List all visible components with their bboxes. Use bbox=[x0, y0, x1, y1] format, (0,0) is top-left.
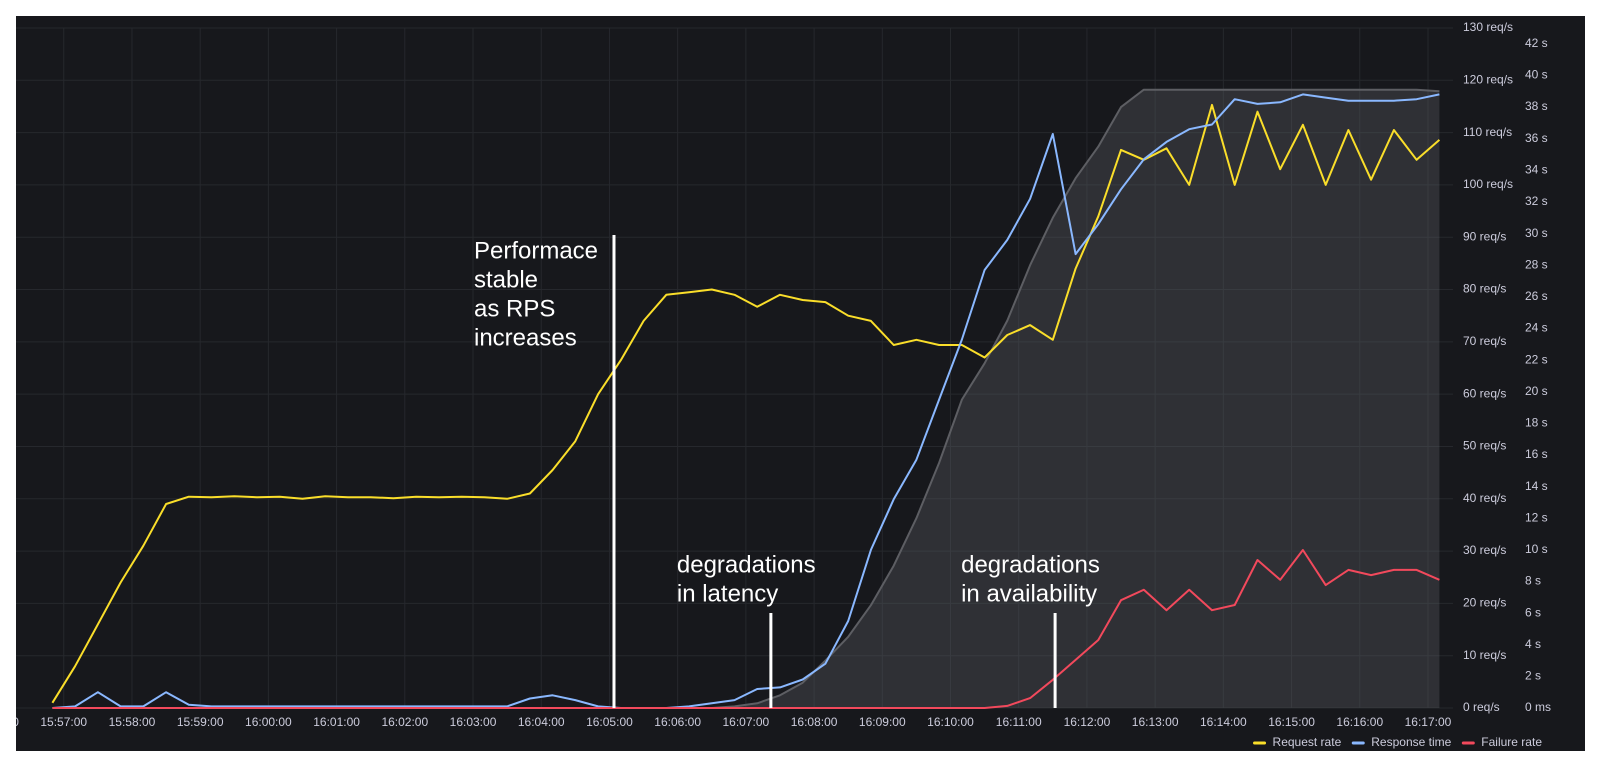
area bbox=[52, 89, 1440, 708]
x-tick-label: 16:06:00 bbox=[654, 715, 701, 729]
series-line bbox=[52, 549, 1440, 709]
y-tick-label: 110 req/s bbox=[1463, 125, 1512, 139]
x-tick-label: 16:12:00 bbox=[1064, 715, 1111, 729]
series-line bbox=[51, 103, 1441, 704]
x-tick-label: 16:10:00 bbox=[927, 715, 974, 729]
y2-tick-label: 16 s bbox=[1525, 447, 1548, 461]
y-tick-label: 20 req/s bbox=[1463, 596, 1506, 610]
y-tick-label: 100 req/s bbox=[1463, 177, 1513, 191]
y2-tick-label: 32 s bbox=[1525, 194, 1548, 208]
y2-tick-label: 22 s bbox=[1525, 352, 1548, 366]
y-tick-label: 120 req/s bbox=[1463, 72, 1513, 86]
y2-tick-label: 8 s bbox=[1525, 574, 1541, 588]
x-tick-label: 16:09:00 bbox=[859, 715, 906, 729]
legend-label[interactable]: Response time bbox=[1371, 735, 1451, 749]
y-tick-label: 60 req/s bbox=[1463, 386, 1506, 400]
series-line bbox=[52, 93, 1440, 709]
legend-label[interactable]: Failure rate bbox=[1481, 735, 1542, 749]
annotation-text: increases bbox=[474, 324, 577, 351]
x-tick-label: 15:56:00 bbox=[0, 715, 19, 729]
annotation-text: in availability bbox=[961, 580, 1097, 607]
legend-label[interactable]: Request rate bbox=[1273, 735, 1342, 749]
x-tick-label: 15:58:00 bbox=[109, 715, 156, 729]
y-tick-label: 40 req/s bbox=[1463, 491, 1506, 505]
y2-tick-label: 26 s bbox=[1525, 289, 1548, 303]
y-tick-label: 80 req/s bbox=[1463, 282, 1506, 296]
y2-tick-label: 6 s bbox=[1525, 605, 1541, 619]
y2-tick-label: 36 s bbox=[1525, 131, 1548, 145]
y2-tick-label: 20 s bbox=[1525, 384, 1548, 398]
panel: 0 req/s 10 req/s 20 req/s 30 req/s 40 req/s 5… bbox=[0, 16, 1585, 751]
x-tick-label: 15:59:00 bbox=[177, 715, 224, 729]
x-tick-label: 16:08:00 bbox=[791, 715, 838, 729]
y2-tick-label: 40 s bbox=[1525, 68, 1548, 82]
y2-tick-label: 28 s bbox=[1525, 257, 1548, 271]
annotation-text: degradations bbox=[961, 551, 1100, 578]
y2-tick-label: 0 ms bbox=[1525, 700, 1551, 714]
x-tick-label: 16:14:00 bbox=[1200, 715, 1247, 729]
y-tick-label: 70 req/s bbox=[1463, 334, 1506, 348]
y2-tick-label: 12 s bbox=[1525, 510, 1548, 524]
y-tick-label: 0 req/s bbox=[1463, 700, 1500, 714]
x-tick-label: 16:11:00 bbox=[996, 715, 1042, 729]
x-tick-label: 16:04:00 bbox=[518, 715, 565, 729]
annotation-text: stable bbox=[474, 266, 538, 293]
x-tick-label: 16:16:00 bbox=[1336, 715, 1383, 729]
y-tick-label: 90 req/s bbox=[1463, 229, 1506, 243]
y2-tick-label: 4 s bbox=[1525, 637, 1541, 651]
annotation-text: as RPS bbox=[474, 295, 555, 322]
x-tick-label: 15:57:00 bbox=[40, 715, 87, 729]
y-tick-label: 130 req/s bbox=[1463, 20, 1513, 34]
y2-tick-label: 14 s bbox=[1525, 479, 1548, 493]
y2-tick-label: 10 s bbox=[1525, 542, 1548, 556]
y-tick-label: 50 req/s bbox=[1463, 439, 1506, 453]
x-tick-label: 16:07:00 bbox=[723, 715, 770, 729]
x-tick-label: 16:15:00 bbox=[1268, 715, 1315, 729]
y2-tick-label: 18 s bbox=[1525, 416, 1548, 430]
x-tick-label: 16:01:00 bbox=[313, 715, 360, 729]
y2-tick-label: 38 s bbox=[1525, 99, 1548, 113]
x-tick-label: 16:05:00 bbox=[586, 715, 633, 729]
panel-background bbox=[16, 16, 1585, 751]
y2-tick-label: 2 s bbox=[1525, 669, 1541, 683]
x-tick-label: 16:13:00 bbox=[1132, 715, 1179, 729]
annotation-text: in latency bbox=[677, 580, 778, 607]
annotation-text: degradations bbox=[677, 551, 816, 578]
x-tick-label: 16:02:00 bbox=[381, 715, 428, 729]
y2-tick-label: 24 s bbox=[1525, 321, 1548, 335]
y2-tick-label: 42 s bbox=[1525, 36, 1548, 50]
annotation-text: Performace bbox=[474, 237, 598, 264]
x-tick-label: 16:17:00 bbox=[1405, 715, 1452, 729]
y-tick-label: 30 req/s bbox=[1463, 543, 1506, 557]
y-tick-label: 10 req/s bbox=[1463, 648, 1506, 662]
x-tick-label: 16:00:00 bbox=[245, 715, 292, 729]
x-tick-label: 16:03:00 bbox=[450, 715, 497, 729]
y2-tick-label: 30 s bbox=[1525, 226, 1548, 240]
y2-tick-label: 34 s bbox=[1525, 162, 1548, 176]
